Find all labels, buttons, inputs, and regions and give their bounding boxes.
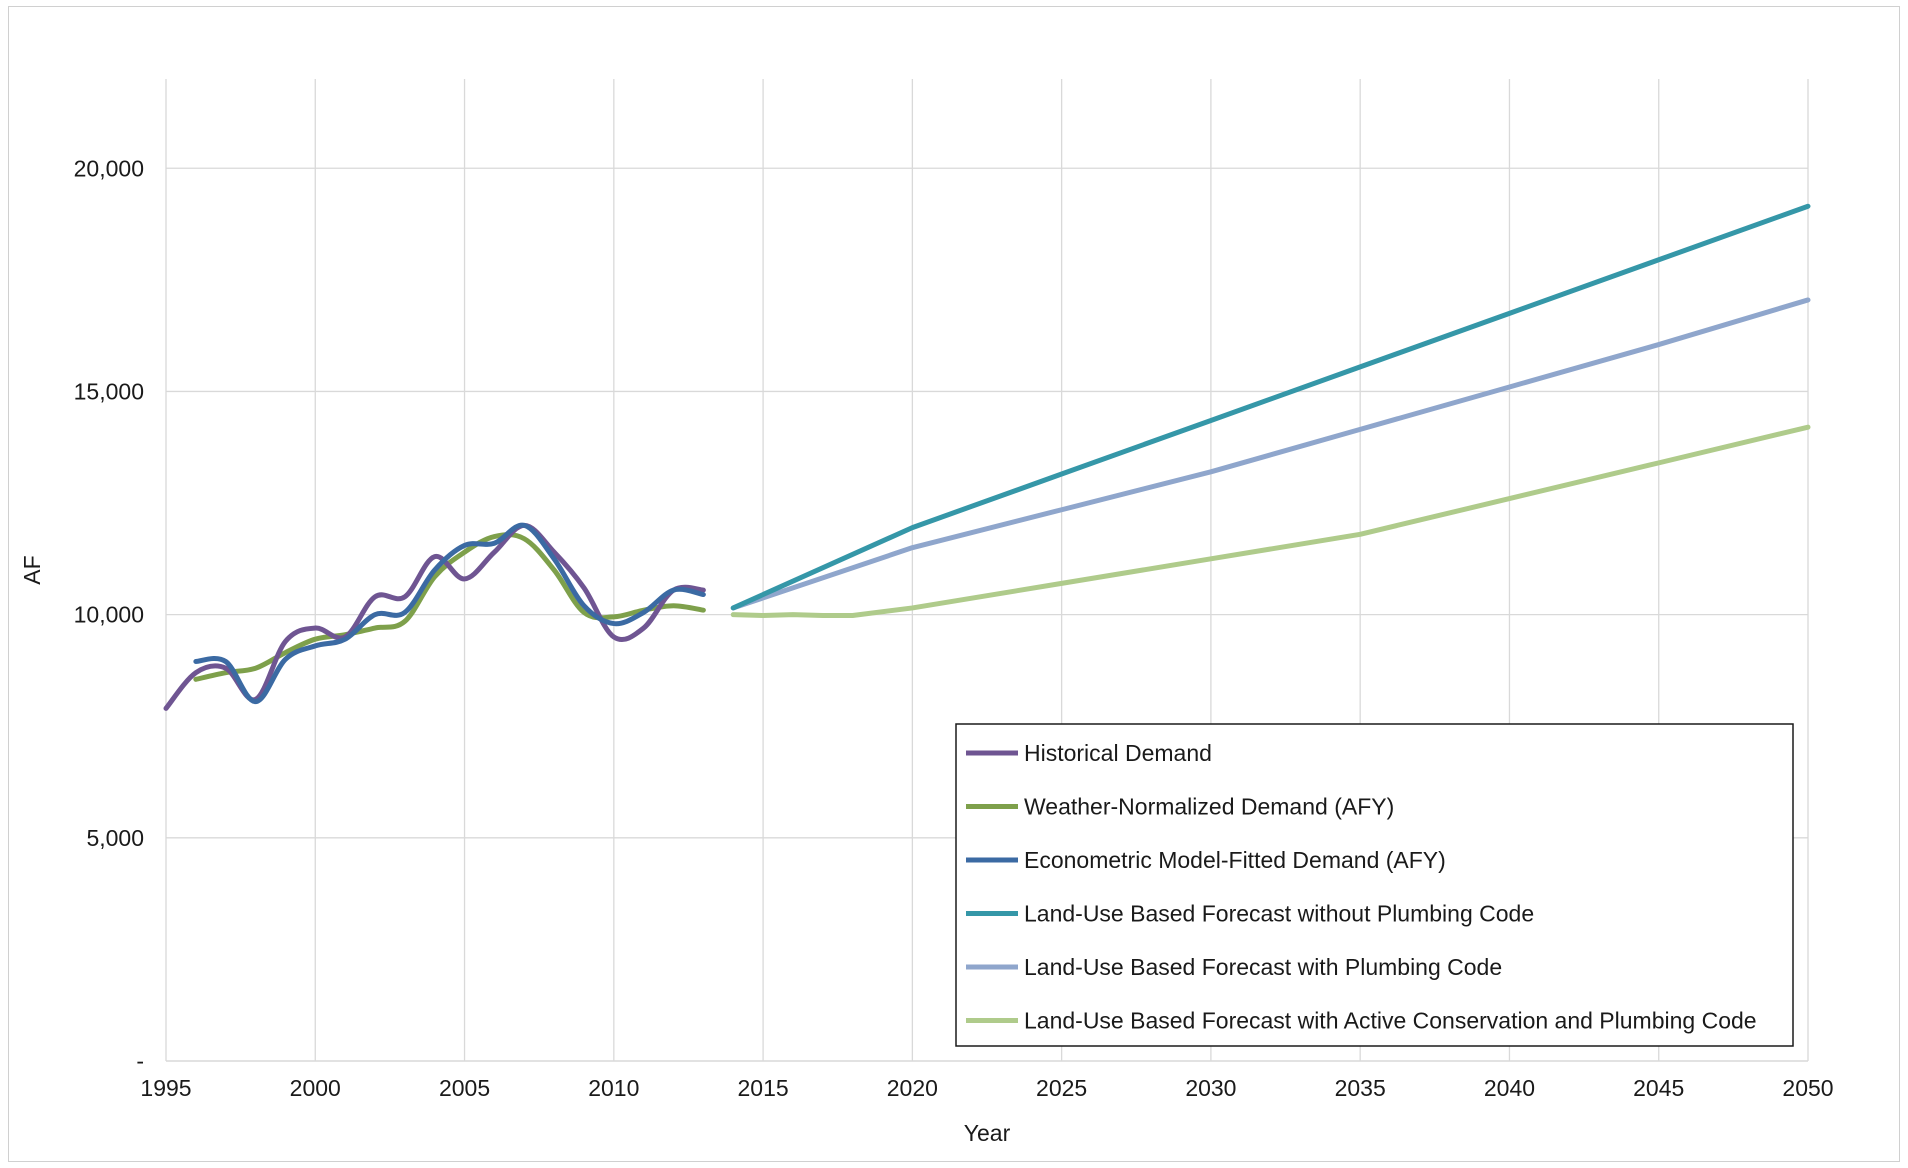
chart-legend: Historical Demand Weather-Normalized Dema… xyxy=(955,723,1794,1047)
series-line-land-use-based-forecast-with-plumbing-code xyxy=(730,297,1811,611)
series-line-land-use-based-forecast-without-plumbing-code xyxy=(730,203,1811,611)
y-tick-label: 20,000 xyxy=(74,155,144,181)
series-layer xyxy=(163,203,1811,711)
series-line-econometric-model-fitted-demand-afy xyxy=(193,522,706,705)
y-tick-label: - xyxy=(136,1048,144,1074)
x-tick-label: 2050 xyxy=(1782,1075,1833,1101)
y-tick-label: 5,000 xyxy=(86,825,144,851)
y-tick-label: 15,000 xyxy=(74,378,144,404)
x-tick-label: 2010 xyxy=(588,1075,639,1101)
legend-entry-label: Land-Use Based Forecast without Plumbing… xyxy=(1024,901,1534,927)
legend-entry-label: Land-Use Based Forecast with Plumbing Co… xyxy=(1024,954,1502,980)
x-tick-label: 2000 xyxy=(290,1075,341,1101)
series-line-land-use-based-forecast-with-active-conservation-and-plumbing-code xyxy=(730,424,1811,619)
legend-entry-label: Land-Use Based Forecast with Active Cons… xyxy=(1024,1008,1757,1034)
legend-entry-label: Historical Demand xyxy=(1024,740,1212,766)
x-tick-label: 2025 xyxy=(1036,1075,1087,1101)
x-tick-label: 2030 xyxy=(1185,1075,1236,1101)
x-tick-label: 2005 xyxy=(439,1075,490,1101)
x-tick-label: 2035 xyxy=(1335,1075,1386,1101)
legend-entry-label: Econometric Model-Fitted Demand (AFY) xyxy=(1024,847,1446,873)
line-chart: 1995 2000 2005 2010 2015 2020 2025 2030 2035 2040… xyxy=(19,79,1834,1146)
x-tick-label: 1995 xyxy=(140,1075,191,1101)
legend-box xyxy=(955,723,1794,1047)
axis-layer: 1995 2000 2005 2010 2015 2020 2025 2030 2035 2040… xyxy=(19,155,1834,1146)
x-tick-label: 2015 xyxy=(738,1075,789,1101)
x-axis-title: Year xyxy=(964,1120,1011,1146)
y-tick-label: 10,000 xyxy=(74,602,144,628)
legend-entry-label: Weather-Normalized Demand (AFY) xyxy=(1024,794,1394,820)
series-line-weather-normalized-demand-afy xyxy=(193,532,706,682)
chart-frame: 1995 2000 2005 2010 2015 2020 2025 2030 2035 2040… xyxy=(8,6,1900,1162)
x-tick-label: 2020 xyxy=(887,1075,938,1101)
x-tick-label: 2045 xyxy=(1633,1075,1684,1101)
x-tick-label: 2040 xyxy=(1484,1075,1535,1101)
y-axis-title: AF xyxy=(19,555,45,584)
